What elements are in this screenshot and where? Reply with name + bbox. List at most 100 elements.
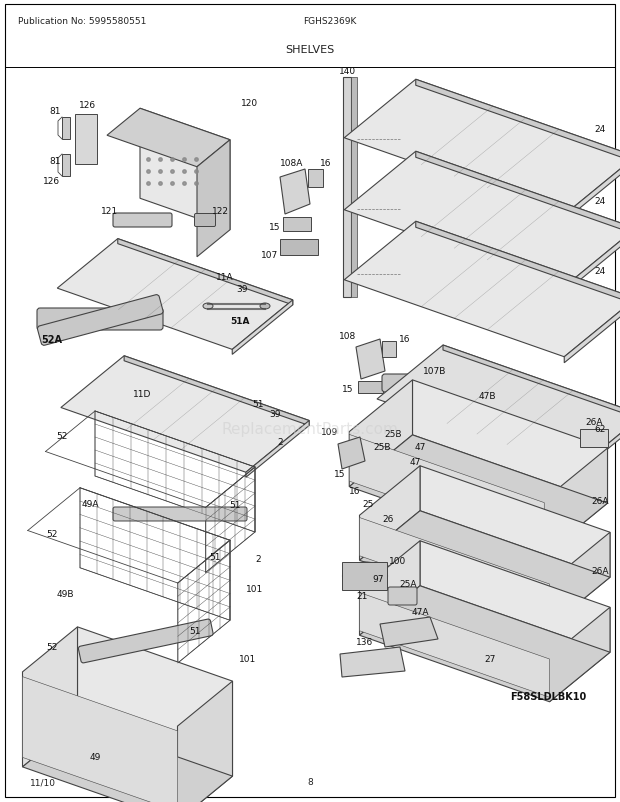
Text: 15: 15 — [342, 385, 354, 394]
Polygon shape — [349, 435, 608, 555]
Text: 26A: 26A — [591, 567, 609, 576]
Polygon shape — [349, 435, 544, 549]
Text: 107: 107 — [262, 250, 278, 259]
Text: 81: 81 — [49, 157, 61, 166]
Text: 140: 140 — [339, 67, 356, 76]
Text: 51A: 51A — [230, 317, 250, 326]
Text: 11A: 11A — [216, 273, 234, 282]
Text: SHELVES: SHELVES — [285, 45, 335, 55]
Text: 49: 49 — [89, 752, 100, 762]
Polygon shape — [564, 229, 620, 294]
Text: 47A: 47A — [411, 608, 429, 617]
Text: 121: 121 — [102, 206, 118, 215]
Text: 126: 126 — [79, 100, 97, 109]
Text: 25: 25 — [362, 500, 374, 508]
Polygon shape — [549, 607, 610, 702]
Text: Publication No: 5995580551: Publication No: 5995580551 — [18, 18, 146, 26]
Polygon shape — [416, 80, 620, 163]
Bar — [358, 382, 383, 394]
Text: 15: 15 — [269, 223, 281, 233]
Bar — [342, 562, 387, 590]
Text: 26: 26 — [383, 515, 394, 524]
Text: 11D: 11D — [133, 390, 151, 399]
Polygon shape — [344, 222, 620, 358]
Text: 16: 16 — [321, 158, 332, 168]
Polygon shape — [61, 356, 309, 472]
Polygon shape — [443, 346, 620, 420]
Ellipse shape — [203, 304, 213, 310]
Polygon shape — [246, 421, 309, 478]
Polygon shape — [360, 541, 420, 635]
FancyBboxPatch shape — [113, 214, 172, 228]
Text: 24: 24 — [595, 125, 606, 134]
Polygon shape — [416, 222, 620, 305]
Bar — [382, 342, 396, 358]
Bar — [62, 155, 70, 176]
Polygon shape — [140, 109, 230, 230]
Text: 122: 122 — [211, 206, 229, 215]
Polygon shape — [177, 681, 232, 802]
Text: 24: 24 — [595, 197, 606, 206]
Polygon shape — [57, 239, 293, 350]
Text: 81: 81 — [49, 107, 61, 116]
Polygon shape — [78, 627, 232, 776]
Text: 109: 109 — [321, 428, 339, 437]
Text: 52: 52 — [46, 530, 58, 539]
Bar — [75, 115, 97, 164]
Polygon shape — [124, 356, 309, 426]
Ellipse shape — [260, 304, 270, 310]
Text: 39: 39 — [269, 410, 281, 419]
Text: 52: 52 — [56, 432, 68, 441]
Polygon shape — [22, 722, 232, 802]
FancyBboxPatch shape — [382, 375, 443, 392]
Text: 16: 16 — [349, 487, 361, 496]
Polygon shape — [360, 586, 610, 702]
Text: 47: 47 — [409, 458, 421, 467]
Polygon shape — [356, 339, 385, 379]
Text: 25B: 25B — [384, 430, 402, 439]
Text: 49B: 49B — [56, 589, 74, 599]
Polygon shape — [107, 109, 230, 168]
Bar — [62, 118, 70, 140]
Text: F58SLDLBK10: F58SLDLBK10 — [510, 691, 586, 701]
Text: ReplacementParts.com: ReplacementParts.com — [221, 422, 399, 437]
Polygon shape — [118, 239, 293, 306]
Polygon shape — [412, 380, 608, 504]
Polygon shape — [360, 511, 610, 627]
Polygon shape — [420, 466, 610, 577]
Polygon shape — [197, 140, 230, 257]
Text: 47B: 47B — [478, 392, 496, 401]
Polygon shape — [577, 415, 620, 475]
Text: 51: 51 — [210, 553, 221, 561]
Text: 101: 101 — [239, 654, 257, 664]
Polygon shape — [544, 448, 608, 555]
Polygon shape — [232, 301, 293, 355]
FancyBboxPatch shape — [388, 587, 417, 606]
Text: 136: 136 — [356, 638, 374, 646]
FancyBboxPatch shape — [37, 295, 163, 346]
Polygon shape — [377, 346, 620, 469]
Text: 101: 101 — [246, 585, 264, 593]
Text: 120: 120 — [241, 99, 259, 107]
Polygon shape — [380, 618, 438, 647]
Text: 47: 47 — [414, 443, 426, 452]
Polygon shape — [22, 677, 177, 802]
Polygon shape — [280, 170, 310, 215]
Text: 25B: 25B — [373, 443, 391, 452]
Text: 2: 2 — [277, 438, 283, 447]
Text: 49A: 49A — [81, 500, 99, 508]
Text: 15: 15 — [334, 470, 346, 479]
Polygon shape — [340, 647, 405, 677]
Ellipse shape — [342, 562, 388, 590]
Text: 52A: 52A — [42, 334, 63, 345]
Polygon shape — [360, 466, 420, 561]
Polygon shape — [420, 541, 610, 653]
Text: FGHS2369K: FGHS2369K — [303, 18, 356, 26]
Text: 25A: 25A — [399, 580, 417, 589]
Polygon shape — [360, 518, 549, 622]
Polygon shape — [349, 380, 412, 487]
Text: 2: 2 — [255, 555, 261, 564]
Text: 62: 62 — [595, 425, 606, 434]
Text: 51: 51 — [229, 501, 241, 510]
Polygon shape — [344, 80, 620, 216]
